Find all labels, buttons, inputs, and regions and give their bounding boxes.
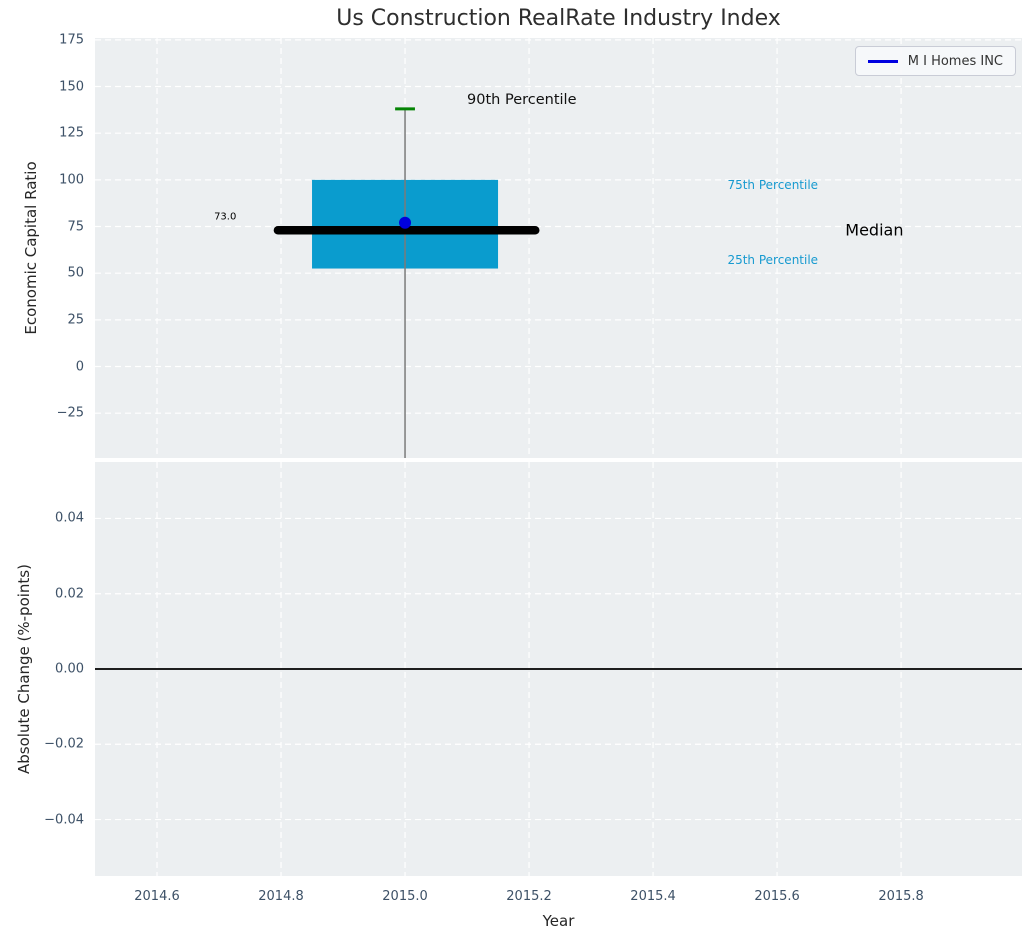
legend-label: M I Homes INC	[907, 53, 1003, 69]
annotation-75th-percentile: 75th Percentile	[727, 178, 819, 193]
annotation-90th-percentile: 90th Percentile	[467, 91, 577, 108]
ytick-label-top: 25	[67, 312, 84, 328]
ytick-label-top: −25	[56, 405, 84, 421]
ytick-label-top: 150	[59, 79, 84, 95]
x-axis-label: Year	[542, 912, 575, 930]
legend-line-swatch	[867, 59, 898, 63]
company-marker	[399, 216, 412, 229]
chart-title: Us Construction RealRate Industry Index	[336, 6, 781, 31]
y-axis-label-top: Economic Capital Ratio	[22, 161, 40, 335]
ytick-label-bottom: 0.02	[55, 586, 84, 602]
xtick-label: 2015.4	[630, 889, 676, 904]
xtick-label: 2015.2	[506, 889, 552, 904]
industry-distribution-canvas	[95, 38, 1022, 458]
annotation-median: Median	[845, 220, 904, 240]
annotation-median-value: 73.0	[214, 211, 237, 223]
xtick-label: 2014.6	[134, 889, 180, 904]
top-plot-area	[95, 38, 1022, 458]
xtick-label: 2014.8	[258, 889, 304, 904]
ytick-label-bottom: 0.04	[55, 510, 84, 526]
xtick-label: 2015.6	[754, 889, 800, 904]
bottom-plot-area	[95, 462, 1022, 876]
ytick-label-top: 100	[59, 172, 84, 188]
annotation-25th-percentile: 25th Percentile	[727, 253, 819, 268]
ytick-label-bottom: 0.00	[55, 661, 84, 677]
xtick-label: 2015.8	[878, 889, 924, 904]
ytick-label-top: 75	[67, 219, 84, 235]
absolute-change-canvas	[95, 462, 1022, 876]
legend: M I Homes INC	[854, 46, 1016, 76]
ytick-label-top: 175	[59, 32, 84, 48]
xtick-label: 2015.0	[382, 889, 428, 904]
ytick-label-top: 50	[67, 265, 84, 281]
y-axis-label-bottom: Absolute Change (%-points)	[15, 564, 33, 774]
ytick-label-top: 125	[59, 125, 84, 141]
ytick-label-top: 0	[75, 359, 84, 375]
ytick-label-bottom: −0.04	[44, 812, 84, 828]
ytick-label-bottom: −0.02	[44, 736, 84, 752]
